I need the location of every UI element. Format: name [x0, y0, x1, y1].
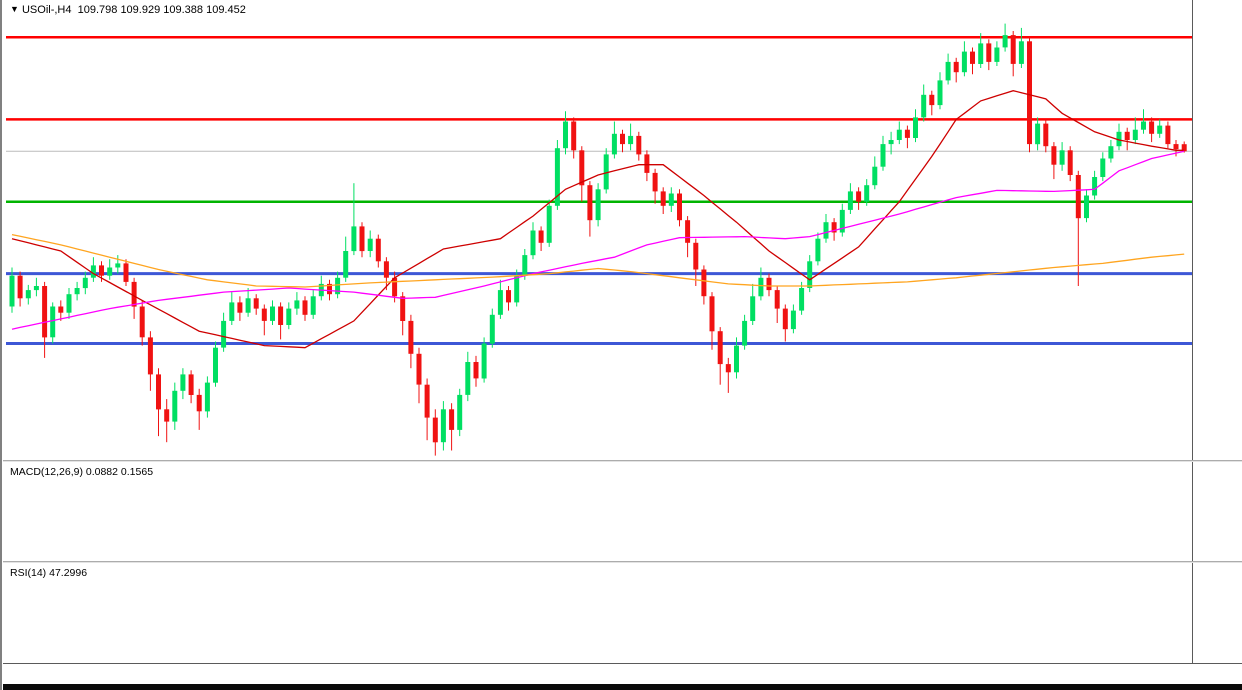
macd-indicator-label: MACD(12,26,9) 0.0882 0.1565: [10, 466, 154, 478]
ma-magenta-line: [11, 150, 1185, 330]
ma-orange-line: [11, 233, 1185, 288]
window-bottom-edge: [2, 684, 1242, 690]
panel-separator-rsi[interactable]: [2, 561, 1242, 563]
symbol-title[interactable]: ▼ USOil-,H4 109.798 109.929 109.388 109.…: [10, 4, 246, 16]
rsi-indicator-label: RSI(14) 47.2996: [10, 567, 88, 579]
rsi-value: 47.2996: [49, 567, 88, 579]
rsi-line: [12, 596, 1184, 637]
candles: [9, 23, 1187, 456]
macd-signal-line: [12, 479, 1184, 544]
macd-histogram: [12, 479, 1184, 549]
ohlc-values: 109.798 109.929 109.388 109.452: [77, 4, 246, 16]
time-axis[interactable]: [2, 663, 1242, 685]
macd-signal-value: 0.1565: [120, 466, 154, 478]
chevron-down-icon[interactable]: ▼: [10, 4, 19, 14]
panel-separator-macd[interactable]: [2, 460, 1242, 462]
symbol-timeframe-label: USOil-,H4: [21, 4, 72, 16]
price-axis[interactable]: [1192, 0, 1242, 663]
macd-main-value: 0.0882: [85, 466, 118, 478]
ma-red-line: [11, 90, 1185, 349]
